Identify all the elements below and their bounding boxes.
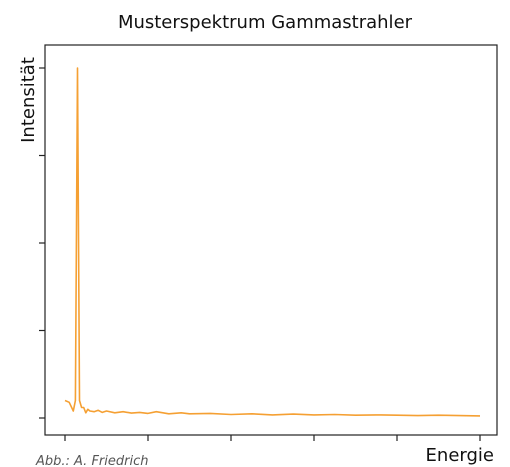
x-axis-label: Energie	[426, 445, 494, 466]
chart-title: Musterspektrum Gammastrahler	[118, 12, 413, 33]
plot-area	[44, 44, 498, 436]
series-line	[64, 67, 481, 417]
image-credit: Abb.: A. Friedrich	[35, 454, 148, 467]
y-axis-label: Intensität	[18, 57, 39, 143]
